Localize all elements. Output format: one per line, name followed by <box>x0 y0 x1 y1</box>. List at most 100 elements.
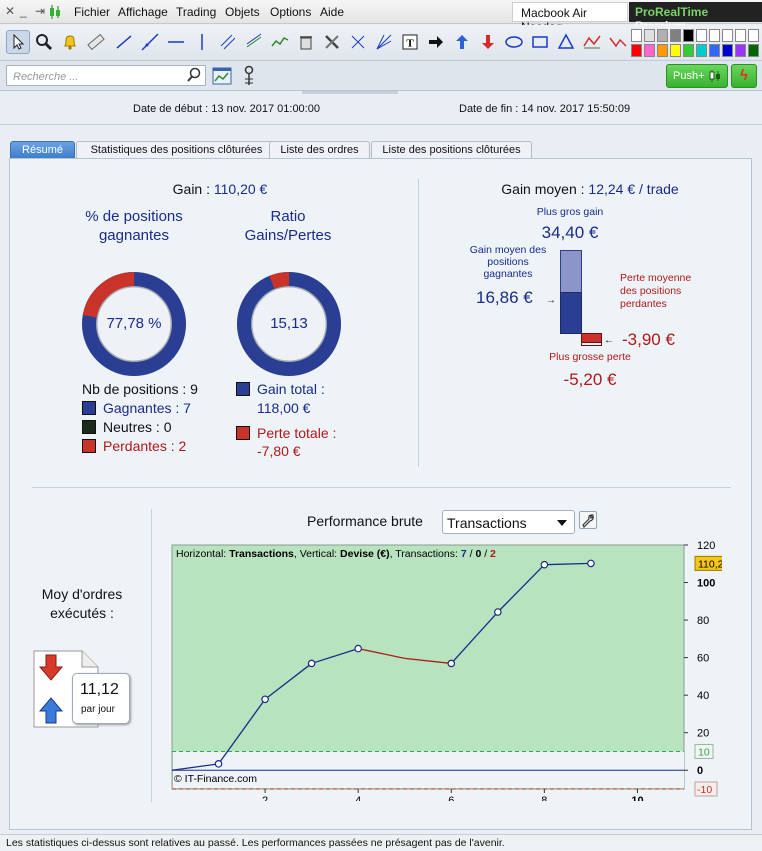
menu-aide[interactable]: Aide <box>320 5 345 19</box>
summary-panel: Gain : 110,20 € % de positions gagnantes… <box>9 158 752 830</box>
text-tool-icon[interactable]: T <box>398 30 422 54</box>
avg-loss-value: -3,90 € <box>622 330 675 349</box>
start-date-value: 13 nov. 2017 01:00:00 <box>211 103 320 115</box>
y-tick-label: 40 <box>697 690 709 702</box>
equity-segment <box>311 647 359 665</box>
detach-icon[interactable]: ⇥ <box>35 4 46 18</box>
search-input[interactable] <box>6 65 206 86</box>
nb-positions: Nb de positions : 9 <box>82 381 198 397</box>
chart-header-sep1: / <box>467 548 476 560</box>
y-tick-label: 0 <box>697 765 703 777</box>
menu-trading[interactable]: Trading <box>176 5 217 19</box>
loss-total-label: Perte totale : <box>257 425 337 441</box>
zoom-icon[interactable] <box>32 30 56 54</box>
close-icon[interactable]: ✕ <box>5 4 16 18</box>
x-tick-label: 4 <box>355 795 361 801</box>
tab-closed-positions-stats[interactable]: Statistiques des positions clôturées <box>76 141 277 159</box>
menu-bar: ✕ _ ⇥ Fichier Affichage Trading Objets O… <box>0 0 762 34</box>
performance-select-value: Transactions <box>447 515 527 531</box>
donut-loss-arc <box>237 272 341 376</box>
ratio-value: 15,13 <box>270 315 308 332</box>
tab-resume[interactable]: Résumé <box>10 141 75 159</box>
arrow-down-icon[interactable] <box>476 30 500 54</box>
fan-tool-icon[interactable] <box>372 30 396 54</box>
svg-text:T: T <box>406 38 414 50</box>
avg-win-value: 16,86 € <box>476 288 533 307</box>
channel-tool-icon[interactable] <box>216 30 240 54</box>
chart-header-vertical-value: Devise (€) <box>340 548 390 560</box>
chart-header-wins: 7 <box>461 548 467 560</box>
losing-count: Perdantes : 2 <box>103 438 187 454</box>
performance-axis-select[interactable]: Transactions <box>442 510 575 534</box>
settings-wrench-icon[interactable] <box>579 511 597 529</box>
indicator-icon[interactable] <box>239 65 259 90</box>
avg-gain-label: Gain moyen : <box>501 181 585 197</box>
menu-fichier[interactable]: Fichier <box>74 5 111 19</box>
vertical-line-icon[interactable] <box>190 30 214 54</box>
y-tick-label: 20 <box>697 728 709 740</box>
neutral-count: Neutres : 0 <box>103 419 172 435</box>
triangle-tool-icon[interactable] <box>554 30 578 54</box>
regression-tool-icon[interactable] <box>242 30 266 54</box>
equity-point <box>494 608 502 616</box>
pointer-tool-icon[interactable] <box>6 30 30 54</box>
wave-tool-icon[interactable] <box>580 30 604 54</box>
tools-icon[interactable] <box>320 30 344 54</box>
worst-loss-label: Plus grosse perte <box>549 351 631 363</box>
brand-label: ProRealTime Premium <box>629 2 762 33</box>
ratio-donut <box>237 272 341 376</box>
cross-tool-icon[interactable] <box>346 30 370 54</box>
arrow-right-icon[interactable] <box>424 30 448 54</box>
tab-orders-list[interactable]: Liste des ordres <box>269 141 370 159</box>
y-tick-label: 80 <box>697 615 709 627</box>
instrument-name[interactable]: Macbook Air Nasdaq <box>512 2 628 34</box>
horizontal-line-icon[interactable] <box>164 30 188 54</box>
search-icon[interactable] <box>186 67 202 86</box>
section-divider <box>32 487 731 488</box>
start-date: Date de début : 13 nov. 2017 01:00:00 <box>133 103 320 115</box>
push-label: Push+ <box>673 70 705 82</box>
menu-objets[interactable]: Objets <box>225 5 260 19</box>
quick-trade-bolt-icon[interactable]: ϟ <box>731 64 757 88</box>
brand-name: ProRealTime <box>635 5 709 19</box>
equity-segment <box>264 662 313 700</box>
menu-affichage[interactable]: Affichage <box>118 5 168 19</box>
gain-total-swatch <box>236 382 250 396</box>
pattern-tool-icon[interactable] <box>606 30 630 54</box>
equity-point <box>540 560 549 569</box>
orders-unit: par jour <box>81 704 115 715</box>
rectangle-tool-icon[interactable] <box>528 30 552 54</box>
tab-closed-positions-list[interactable]: Liste des positions clôturées <box>371 141 532 159</box>
chart-header-losses: 2 <box>490 548 496 560</box>
line-tool-icon[interactable] <box>112 30 136 54</box>
ray-tool-icon[interactable] <box>138 30 162 54</box>
menu-options[interactable]: Options <box>270 5 312 19</box>
winning-count: Gagnantes : 7 <box>103 400 191 416</box>
equity-point <box>354 644 362 653</box>
end-date-value: 14 nov. 2017 15:50:09 <box>521 103 631 115</box>
chart-window-icon[interactable] <box>211 65 233 90</box>
trend-tool-icon[interactable] <box>268 30 292 54</box>
worst-loss-bar <box>581 333 602 346</box>
winning-pct-donut <box>82 272 186 376</box>
equity-segment <box>450 611 499 664</box>
gain-total-label: Gain total : <box>257 381 325 397</box>
alert-bell-icon[interactable] <box>58 30 82 54</box>
top-divider <box>418 179 419 467</box>
performance-title: Performance brute <box>307 513 423 529</box>
color-palette[interactable] <box>631 29 759 57</box>
minimize-icon[interactable]: _ <box>20 4 27 18</box>
chart-header: Horizontal: Transactions, Vertical: Devi… <box>176 548 496 560</box>
arrow-up-icon[interactable] <box>450 30 474 54</box>
push-button[interactable]: Push+ <box>666 64 728 88</box>
y-tick-label: 120 <box>697 541 715 552</box>
ellipse-tool-icon[interactable] <box>502 30 526 54</box>
x-tick-label: 8 <box>541 795 547 801</box>
equity-segment <box>404 657 452 665</box>
lower-band-label: -10 <box>697 784 712 796</box>
equity-point <box>307 659 316 668</box>
end-date-label: Date de fin : <box>459 103 519 115</box>
trash-icon[interactable] <box>294 30 318 54</box>
ruler-icon[interactable] <box>84 30 108 54</box>
